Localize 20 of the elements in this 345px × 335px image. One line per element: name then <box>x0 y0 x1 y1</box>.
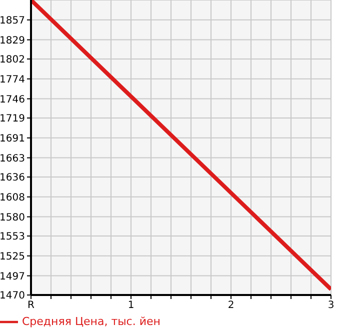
y-tick-label: 1746 <box>0 94 25 106</box>
y-tick-label: 1691 <box>0 133 25 144</box>
y-tick-label: 1553 <box>0 232 25 243</box>
y-tick-label: 1857 <box>0 15 25 26</box>
y-tick-label: 1470 <box>0 290 25 302</box>
x-tick-label: R <box>28 300 35 312</box>
y-tick-label: 1774 <box>0 74 25 86</box>
y-tick-label: 1497 <box>0 271 25 282</box>
y-tick-label: 1608 <box>0 192 25 204</box>
y-tick-label: 1719 <box>0 114 25 125</box>
y-tick-label: 1525 <box>0 251 25 262</box>
y-tick-label: 1829 <box>0 35 25 46</box>
y-tick-label: 1636 <box>0 172 25 184</box>
x-tick-label: 2 <box>228 300 234 312</box>
x-tick-label: 3 <box>328 300 334 312</box>
legend-label: Средняя Цена, тыс. йен <box>22 315 160 328</box>
y-tick-label: 1802 <box>0 54 25 66</box>
y-tick-label: 1580 <box>0 212 25 224</box>
x-tick-label: 1 <box>128 300 134 312</box>
y-tick-label: 1663 <box>0 153 25 164</box>
